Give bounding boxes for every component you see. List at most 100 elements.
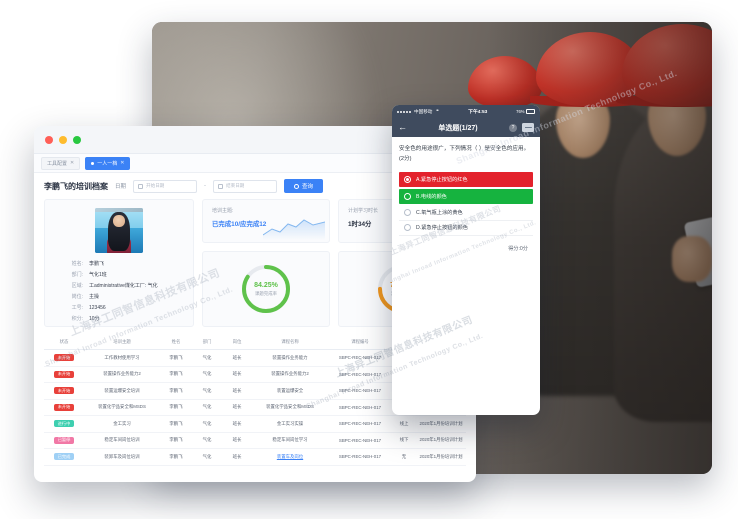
tab-one-person-one-file[interactable]: 一人一档 ✕	[85, 156, 131, 170]
col-status: 状态	[59, 339, 69, 344]
cell-dept: 气化	[202, 453, 212, 459]
radio-icon[interactable]	[404, 209, 411, 217]
tab-one-person-one-file-close-icon[interactable]: ✕	[120, 160, 125, 166]
training-theme-label: 培训主题:	[212, 208, 234, 214]
end-date-input[interactable]: 结束日期	[213, 179, 278, 193]
profile-row-area: 区域: 工administrative煤化工厂: 气化	[57, 282, 181, 289]
cell-dept: 气化	[202, 404, 212, 410]
calendar-icon	[138, 183, 144, 189]
profile-key-post: 岗位:	[71, 294, 83, 300]
profile-value-name: 李鹏飞	[89, 261, 105, 267]
training-theme-value: 已完成10/应完成12	[212, 221, 267, 228]
table-row[interactable]: 未开始 装置运爆安全培训 李鹏飞 气化 班长 装置运爆安全 SBPC-REC-NEH-017…	[44, 383, 466, 400]
cell-status: 未开始	[44, 370, 84, 378]
status-badge: 未开始	[53, 403, 75, 411]
answer-option-b[interactable]: B.电线的颜色	[399, 188, 533, 204]
cell-dept: 气化	[202, 437, 212, 443]
cell-theme: 装置操作业务能力2	[103, 371, 141, 377]
planned-hours-value: 1时34分	[348, 221, 372, 228]
query-button[interactable]: 查询	[284, 179, 324, 193]
table-row[interactable]: 已完成 装卸车及岗位培训 李鹏飞 气化 班长 装置车及岗位 SBPC-REC-NEH-017…	[44, 449, 466, 466]
help-icon[interactable]: ?	[509, 123, 517, 132]
status-badge: 未开始	[53, 354, 75, 362]
cell-name: 李鹏飞	[169, 371, 183, 377]
end-date-placeholder: 结束日期	[226, 183, 245, 188]
table-row[interactable]: 未开始 工作教材使用学习 李鹏飞 气化 班长 装置操作业务能力 SBPC-REC-NEH-0…	[44, 350, 466, 367]
cell-course: 装置运爆安全	[276, 387, 304, 393]
profile-value-points: 10分	[89, 316, 100, 322]
answer-option-a[interactable]: A.紧急停止按钮的红色	[399, 171, 533, 187]
radio-icon[interactable]	[404, 192, 411, 200]
avatar-face	[113, 215, 125, 227]
cell-name: 李鹏飞	[169, 404, 183, 410]
phone-status-bar: 中国移动 ⚭ 下午4:53 76%	[392, 105, 540, 118]
cell-course: 稳定车间岗位学习	[272, 437, 308, 443]
cell-name: 李鹏飞	[169, 437, 183, 443]
cell-course: 装置化学品安全和MSDS	[266, 404, 314, 410]
cell-dept: 气化	[202, 371, 212, 377]
profile-row-dept: 部门: 气化1班	[57, 271, 181, 278]
cell-code: SBPC-REC-NEH-017	[338, 454, 382, 460]
score-text: 得分:0分	[508, 245, 528, 252]
table-row[interactable]: 进行中 金工实习 李鹏飞 气化 班长 金工实习实操 SBPC-REC-NEH-017 线上 20…	[44, 416, 466, 433]
answer-option-label: A.紧急停止按钮的红色	[416, 176, 468, 183]
battery-icon	[526, 109, 535, 114]
signal-icon	[397, 110, 411, 113]
cell-code: SBPC-REC-NEH-017	[338, 355, 382, 361]
profile-value-empid: 123456	[89, 305, 106, 311]
cell-post: 班长	[232, 453, 242, 459]
answer-option-d[interactable]: D.紧急停止按钮的颜色	[399, 221, 533, 236]
radio-icon[interactable]	[404, 224, 411, 232]
profile-key-name: 姓名:	[71, 261, 83, 267]
profile-row-name: 姓名: 李鹏飞	[57, 260, 181, 267]
tab-tool-config-close-icon[interactable]: ✕	[70, 160, 75, 166]
card-icon[interactable]	[522, 123, 534, 132]
col-code: 课程编号	[351, 339, 369, 344]
cell-course[interactable]: 装置车及岗位	[276, 453, 304, 459]
cell-plan: 2020年1月份培训计划	[419, 420, 463, 426]
table-row[interactable]: 已暂停 稳定车间岗位培训 李鹏飞 气化 班长 稳定车间岗位学习 SBPC-REC-NEH-0…	[44, 433, 466, 449]
answer-option-label: C.氧气瓶上涂的黄色	[416, 210, 463, 217]
donut-card-completion: 84.25% 课题完成率	[202, 251, 330, 327]
phone-mockup: 中国移动 ⚭ 下午4:53 76% ← 单选题(1/27) ? 安全色的用途很广…	[392, 105, 540, 415]
training-theme-card: 培训主题: 已完成10/应完成12	[202, 199, 330, 243]
answer-option-c[interactable]: C.氧气瓶上涂的黄色	[399, 206, 533, 221]
tab-tool-config[interactable]: 工具配置 ✕	[41, 156, 81, 170]
wifi-icon: ⚭	[435, 109, 440, 114]
profile-card: 姓名: 李鹏飞 部门: 气化1班 区域: 工administrative煤化工厂…	[44, 199, 194, 327]
col-course: 课程名称	[281, 339, 299, 344]
cell-post: 班长	[232, 387, 242, 393]
minimize-window-button[interactable]	[59, 135, 67, 144]
answer-option-label: B.电线的颜色	[416, 193, 447, 200]
cell-post: 班长	[232, 437, 242, 443]
profile-value-dept: 气化1班	[89, 272, 107, 278]
cell-theme: 装卸车及岗位培训	[104, 453, 140, 459]
cell-form: 线上	[399, 420, 409, 426]
table-row[interactable]: 未开始 装置操作业务能力2 李鹏飞 气化 班长 装置操作业务能力2 SBPC-REC-NEH…	[44, 367, 466, 383]
table-body: 未开始 工作教材使用学习 李鹏飞 气化 班长 装置操作业务能力 SBPC-REC-NEH-0…	[44, 350, 466, 466]
status-badge: 已完成	[53, 453, 75, 461]
table-header-row: 状态 培训主题 姓名 部门 岗位 课程名称 课程编号 形式 培训计划	[44, 335, 466, 350]
table-row[interactable]: 未开始 装置化学品安全和MSDS 李鹏飞 气化 班长 装置化学品安全和MSDS SBPC-R…	[44, 400, 466, 416]
avatar-topbar	[95, 208, 143, 212]
back-arrow-icon[interactable]: ←	[398, 122, 407, 132]
cell-dept: 气化	[202, 387, 212, 393]
cell-name: 李鹏飞	[169, 387, 183, 393]
maximize-window-button[interactable]	[73, 135, 81, 144]
profile-key-area: 区域:	[71, 283, 83, 289]
status-badge: 未开始	[53, 387, 75, 395]
battery-indicator: 76%	[516, 109, 535, 114]
cell-post: 班长	[232, 354, 242, 360]
start-date-input[interactable]: 开始日期	[133, 179, 198, 193]
battery-percent: 76%	[516, 109, 525, 114]
cell-status: 未开始	[44, 354, 84, 362]
phone-body: 安全色的用途很广，下列情况（ ）是安全色的应用。(2分) A.紧急停止按钮的红色…	[392, 137, 540, 252]
radio-icon[interactable]	[404, 175, 411, 183]
cell-code: SBPC-REC-NEH-017	[338, 371, 382, 377]
profile-info-list: 姓名: 李鹏飞 部门: 气化1班 区域: 工administrative煤化工厂…	[45, 260, 193, 326]
cell-theme: 工作教材使用学习	[104, 354, 140, 360]
cell-status: 未开始	[44, 403, 84, 411]
close-window-button[interactable]	[45, 135, 53, 144]
planned-hours-label: 计划学习时长	[348, 208, 379, 214]
cell-status: 已完成	[44, 453, 84, 461]
